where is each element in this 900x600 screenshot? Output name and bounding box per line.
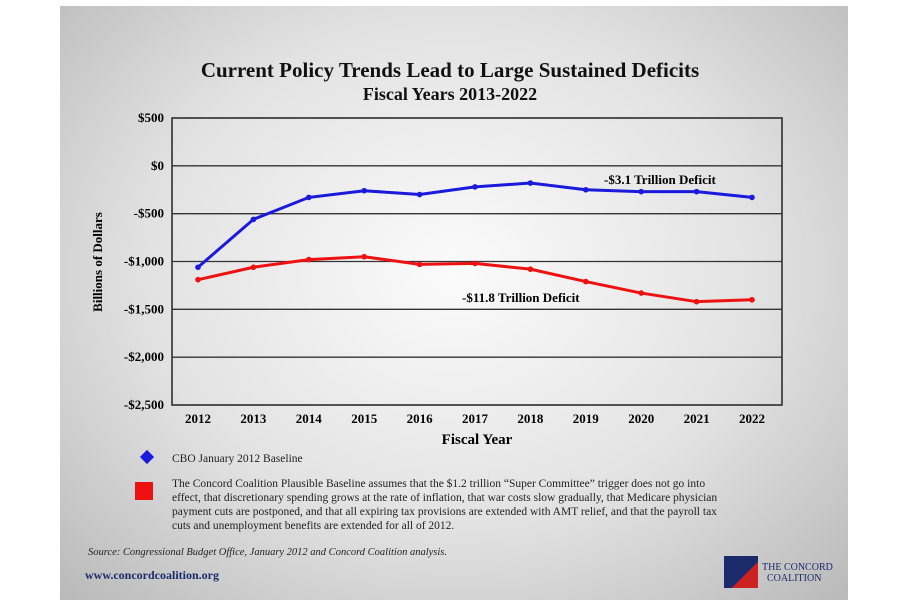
data-point bbox=[693, 298, 700, 305]
chart-title: Current Policy Trends Lead to Large Sust… bbox=[200, 58, 700, 82]
x-tick-label: 2018 bbox=[517, 411, 544, 426]
y-tick-label: $500 bbox=[138, 110, 164, 125]
data-point bbox=[472, 260, 478, 267]
annotation-concord: -$11.8 Trillion Deficit bbox=[462, 290, 580, 305]
data-point bbox=[250, 216, 257, 223]
data-point bbox=[527, 180, 534, 186]
data-point bbox=[361, 253, 368, 260]
x-tick-label: 2016 bbox=[407, 411, 434, 426]
x-tick-label: 2013 bbox=[240, 411, 267, 426]
data-point bbox=[416, 261, 423, 268]
data-point bbox=[306, 256, 312, 263]
data-point bbox=[638, 290, 644, 296]
logo-text: THE CONCORD COALITION bbox=[762, 562, 833, 584]
data-point bbox=[527, 266, 534, 272]
x-tick-label: 2020 bbox=[628, 411, 654, 426]
data-point bbox=[195, 276, 201, 283]
concord-logo bbox=[724, 556, 758, 588]
y-tick-label: -$500 bbox=[134, 206, 164, 221]
chart-subtitle: Fiscal Years 2013-2022 bbox=[362, 84, 538, 104]
data-point bbox=[693, 188, 700, 195]
y-tick-label: -$2,000 bbox=[124, 349, 164, 364]
x-tick-label: 2012 bbox=[185, 411, 211, 426]
data-point bbox=[749, 296, 755, 303]
legend-red-label: The Concord Coalition Plausible Baseline… bbox=[172, 478, 718, 532]
website-link[interactable]: www.concordcoalition.org bbox=[85, 568, 219, 582]
data-point bbox=[749, 194, 755, 201]
legend-blue-label: CBO January 2012 Baseline bbox=[172, 453, 303, 465]
legend-red-marker bbox=[135, 482, 153, 500]
data-point bbox=[472, 184, 478, 190]
data-point bbox=[583, 278, 589, 285]
data-point bbox=[361, 187, 368, 194]
data-point bbox=[638, 188, 644, 195]
data-point bbox=[306, 194, 312, 201]
x-tick-label: 2019 bbox=[573, 411, 600, 426]
x-tick-label: 2021 bbox=[684, 411, 710, 426]
data-point bbox=[250, 264, 257, 271]
x-tick-label: 2017 bbox=[462, 411, 489, 426]
data-point bbox=[583, 186, 589, 193]
data-point bbox=[195, 264, 201, 271]
x-tick-label: 2014 bbox=[296, 411, 323, 426]
y-tick-label: $0 bbox=[151, 158, 164, 173]
source-note: Source: Congressional Budget Office, Jan… bbox=[88, 547, 448, 558]
annotation-cbo: -$3.1 Trillion Deficit bbox=[604, 172, 716, 187]
y-tick-label: -$1,000 bbox=[124, 254, 164, 269]
y-axis-label: Billions of Dollars bbox=[90, 212, 105, 312]
y-tick-label: -$2,500 bbox=[124, 397, 164, 412]
x-axis-label: Fiscal Year bbox=[442, 432, 513, 448]
data-point bbox=[416, 191, 423, 198]
x-tick-label: 2022 bbox=[739, 411, 765, 426]
x-tick-label: 2015 bbox=[351, 411, 378, 426]
slide-background bbox=[60, 6, 848, 600]
y-tick-label: -$1,500 bbox=[124, 301, 164, 316]
series-line-0 bbox=[197, 181, 753, 269]
